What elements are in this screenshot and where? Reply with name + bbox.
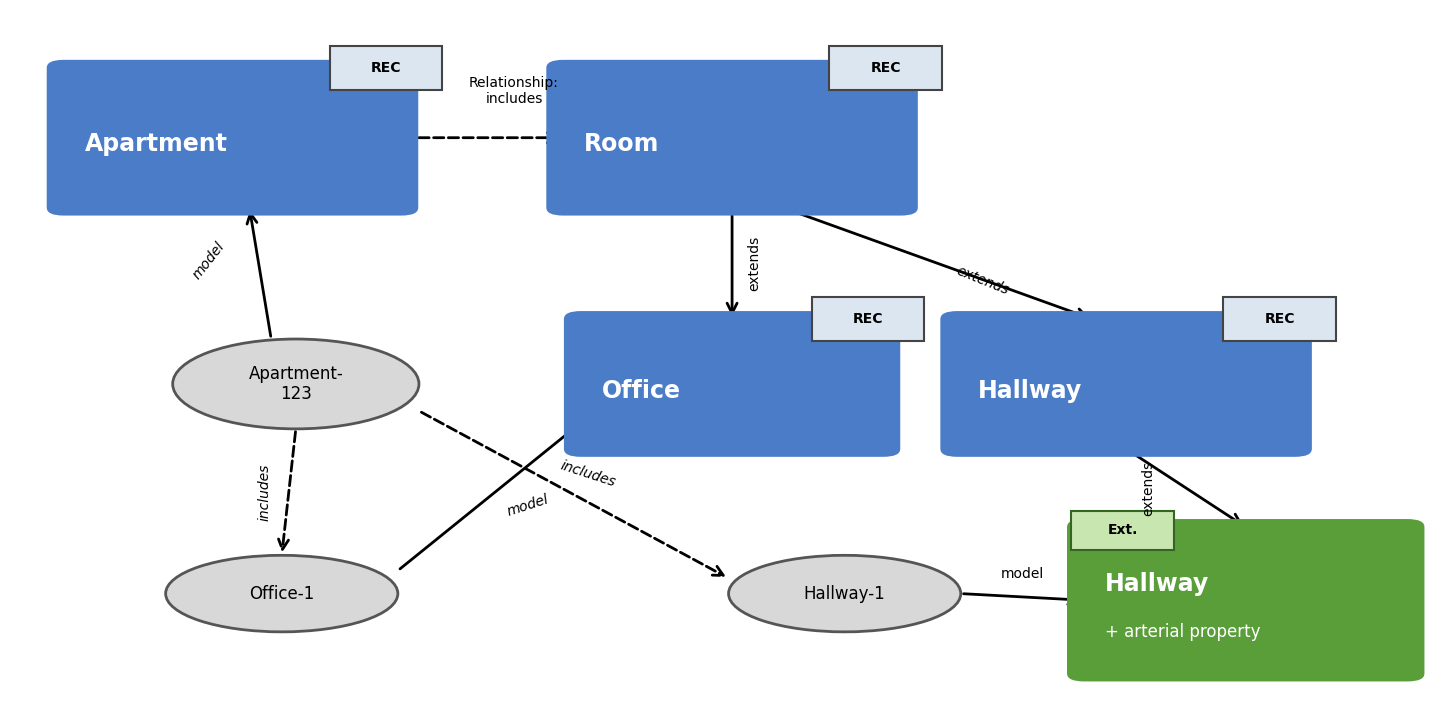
Text: Hallway: Hallway bbox=[1106, 571, 1209, 595]
FancyBboxPatch shape bbox=[1071, 510, 1175, 550]
Text: model: model bbox=[1001, 566, 1044, 581]
Text: Apartment-
123: Apartment- 123 bbox=[248, 365, 343, 404]
Text: + arterial property: + arterial property bbox=[1106, 623, 1261, 641]
Text: Office-1: Office-1 bbox=[248, 585, 314, 603]
FancyBboxPatch shape bbox=[830, 46, 942, 90]
Text: extends: extends bbox=[954, 264, 1011, 297]
Text: Hallway-1: Hallway-1 bbox=[804, 585, 886, 603]
Text: Relationship:
includes: Relationship: includes bbox=[470, 76, 559, 106]
Text: includes: includes bbox=[258, 464, 271, 521]
FancyBboxPatch shape bbox=[564, 311, 900, 457]
Text: Apartment: Apartment bbox=[85, 132, 227, 156]
Text: Room: Room bbox=[584, 132, 659, 156]
FancyBboxPatch shape bbox=[546, 60, 918, 215]
Text: REC: REC bbox=[870, 61, 900, 75]
Text: REC: REC bbox=[853, 312, 883, 326]
FancyBboxPatch shape bbox=[330, 46, 442, 90]
Text: REC: REC bbox=[370, 61, 402, 75]
Ellipse shape bbox=[728, 555, 961, 632]
Text: model: model bbox=[505, 493, 550, 519]
Ellipse shape bbox=[165, 555, 398, 632]
FancyBboxPatch shape bbox=[811, 297, 925, 341]
Text: Hallway: Hallway bbox=[978, 379, 1083, 403]
Text: model: model bbox=[190, 239, 227, 282]
Text: REC: REC bbox=[1265, 312, 1295, 326]
FancyBboxPatch shape bbox=[941, 311, 1313, 457]
Text: includes: includes bbox=[559, 458, 617, 489]
Text: Office: Office bbox=[602, 379, 681, 403]
Text: extends: extends bbox=[748, 236, 761, 291]
FancyBboxPatch shape bbox=[1067, 519, 1425, 681]
FancyBboxPatch shape bbox=[47, 60, 418, 215]
Ellipse shape bbox=[172, 339, 419, 429]
Text: extends: extends bbox=[1142, 460, 1156, 515]
FancyBboxPatch shape bbox=[1223, 297, 1335, 341]
Text: Ext.: Ext. bbox=[1107, 523, 1137, 537]
